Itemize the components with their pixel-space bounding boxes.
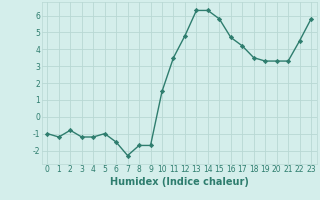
X-axis label: Humidex (Indice chaleur): Humidex (Indice chaleur) xyxy=(110,177,249,187)
